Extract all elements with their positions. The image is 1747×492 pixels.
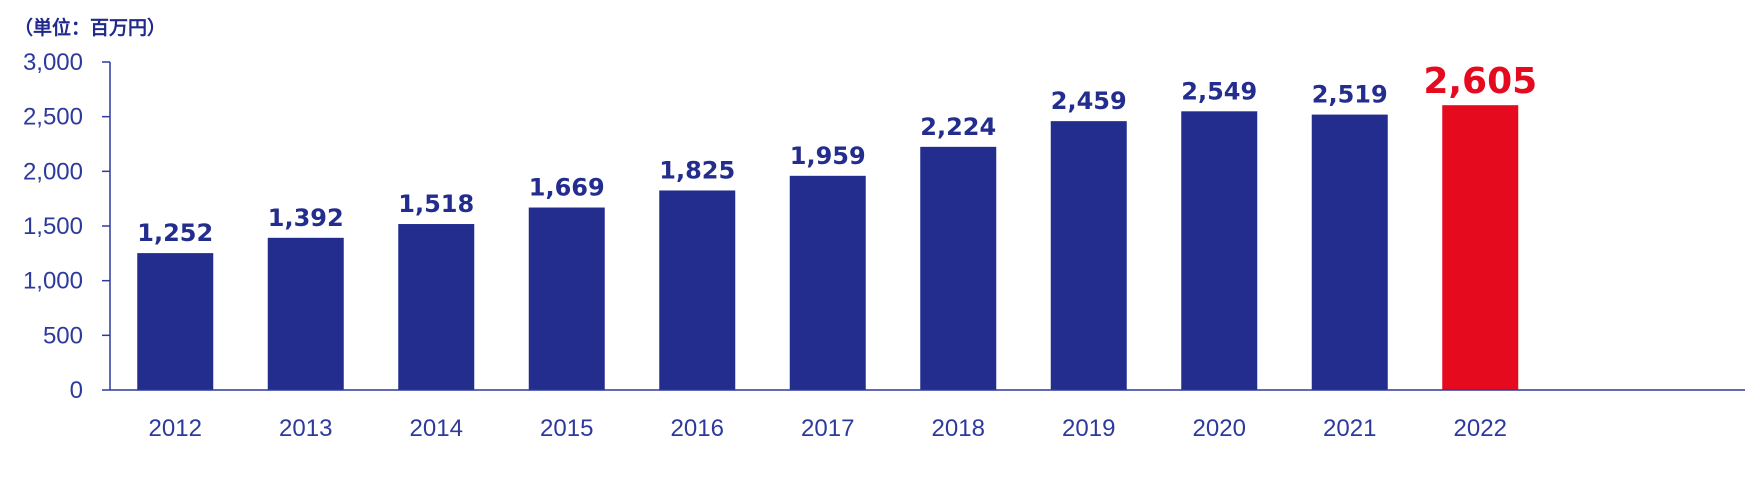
- x-tick-label-2017: 2017: [801, 415, 854, 442]
- data-label-2013: 1,392: [268, 204, 344, 232]
- x-tick-label-2015: 2015: [540, 415, 593, 442]
- x-tick-label-2022: 2022: [1454, 415, 1507, 442]
- y-tick-label: 2,500: [23, 104, 83, 131]
- bar-2017: [789, 175, 866, 390]
- x-tick-label-2014: 2014: [410, 415, 463, 442]
- x-tick-label-2012: 2012: [149, 415, 202, 442]
- bar-2020: [1181, 111, 1258, 391]
- data-label-2022: 2,605: [1423, 61, 1537, 102]
- bar-2015: [528, 207, 605, 390]
- bar-2013: [267, 237, 344, 390]
- x-tick-label-2020: 2020: [1193, 415, 1246, 442]
- data-label-2020: 2,549: [1181, 77, 1257, 105]
- x-tick-label-2019: 2019: [1062, 415, 1115, 442]
- unit-label: （単位：百万円）: [14, 16, 166, 39]
- y-tick-label: 500: [43, 322, 83, 349]
- bar-2021: [1311, 114, 1388, 391]
- y-tick-label: 1,500: [23, 213, 83, 240]
- bar-2022: [1442, 105, 1519, 390]
- y-tick-label: 3,000: [23, 49, 83, 76]
- x-tick-label-2018: 2018: [932, 415, 985, 442]
- y-axis: 0 500 1,000 1,500 2,000 2,500 3,000: [23, 49, 111, 404]
- bar-2014: [398, 224, 475, 390]
- y-tick-label: 1,000: [23, 268, 83, 295]
- data-label-2017: 1,959: [790, 142, 866, 170]
- bars: [137, 105, 1519, 391]
- x-tick-label-2021: 2021: [1323, 415, 1376, 442]
- data-label-2019: 2,459: [1051, 87, 1127, 115]
- y-tick-label: 0: [70, 377, 83, 404]
- data-label-2021: 2,519: [1312, 81, 1388, 109]
- y-tick-label: 2,000: [23, 158, 83, 185]
- data-label-2015: 1,669: [529, 174, 605, 202]
- bar-2019: [1050, 121, 1127, 391]
- x-tick-label-2016: 2016: [671, 415, 724, 442]
- bar-2018: [920, 146, 997, 390]
- x-tick-label-2013: 2013: [279, 415, 332, 442]
- data-label-2018: 2,224: [920, 113, 996, 141]
- data-labels: 1,252 1,392 1,518 1,669 1,825 1,959 2,224 2,459…: [137, 61, 1537, 247]
- x-axis: 2012 2013 2014 2015 2016 2017 2018 2019 2020 2021…: [110, 389, 1745, 442]
- data-label-2016: 1,825: [659, 156, 735, 184]
- data-label-2014: 1,518: [398, 190, 474, 218]
- bar-2016: [659, 190, 736, 390]
- bar-2012: [137, 253, 214, 390]
- data-label-2012: 1,252: [137, 219, 213, 247]
